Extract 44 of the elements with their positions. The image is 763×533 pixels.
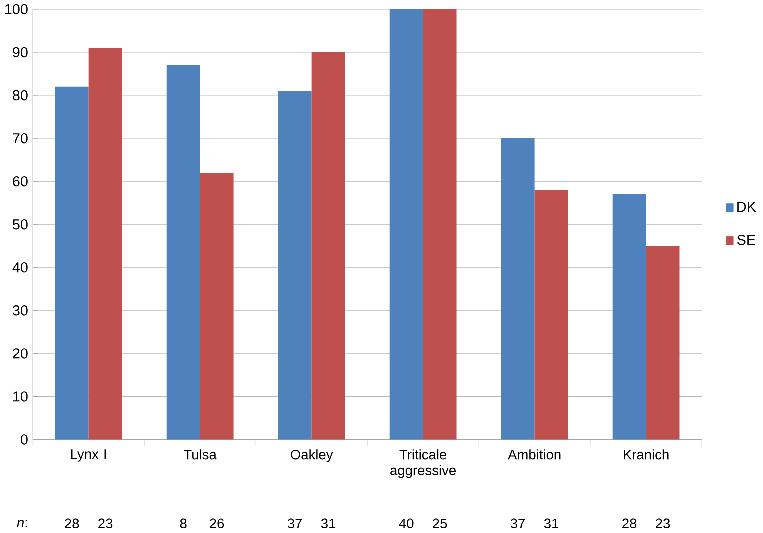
legend-label: SE	[737, 235, 756, 246]
text: 28	[65, 518, 80, 529]
x-tick-label: Lynx I	[71, 450, 106, 462]
y-tick-label: 80	[13, 90, 28, 101]
text: n:	[17, 520, 28, 528]
text: 23	[656, 518, 670, 529]
bar	[501, 138, 535, 440]
y-tick-label: 90	[13, 47, 28, 58]
bar	[312, 52, 346, 440]
bar	[423, 10, 457, 440]
x-tick-label: Tulsa	[184, 450, 217, 460]
text: 37	[288, 518, 302, 529]
y-tick-label: 30	[12, 306, 28, 316]
y-tick-label: 10	[13, 392, 28, 402]
y-tick-label: 100	[5, 4, 28, 15]
text: 25	[433, 518, 448, 529]
bar	[278, 91, 312, 440]
y-tick-label: 20	[13, 348, 28, 359]
y-tick-label: 60	[13, 176, 28, 187]
x-tick-label: Triticale aggressive	[390, 450, 456, 478]
legend-label: DK	[738, 202, 756, 212]
text: 28	[622, 518, 637, 529]
bar	[88, 48, 122, 440]
y-tick-label: 50	[12, 220, 28, 230]
text: 26	[210, 518, 224, 529]
bar	[646, 246, 680, 440]
bar	[390, 10, 424, 440]
text: 31	[321, 518, 336, 529]
y-tick-label: 70	[13, 134, 28, 144]
text: 23	[98, 518, 113, 529]
y-tick-label: 0	[20, 434, 28, 445]
bar	[612, 194, 646, 440]
y-tick-label: 40	[12, 262, 28, 273]
text: 40	[399, 518, 414, 529]
text: 37	[510, 518, 526, 529]
x-tick-label: Ambition	[508, 450, 561, 460]
bar	[534, 190, 568, 440]
x-tick-label: Oakley	[291, 450, 334, 462]
text: 31	[544, 518, 558, 529]
bar	[200, 173, 234, 440]
bar	[166, 65, 200, 440]
bar	[55, 86, 89, 440]
text: 8	[180, 518, 187, 529]
x-tick-label: Kranich	[624, 450, 669, 460]
